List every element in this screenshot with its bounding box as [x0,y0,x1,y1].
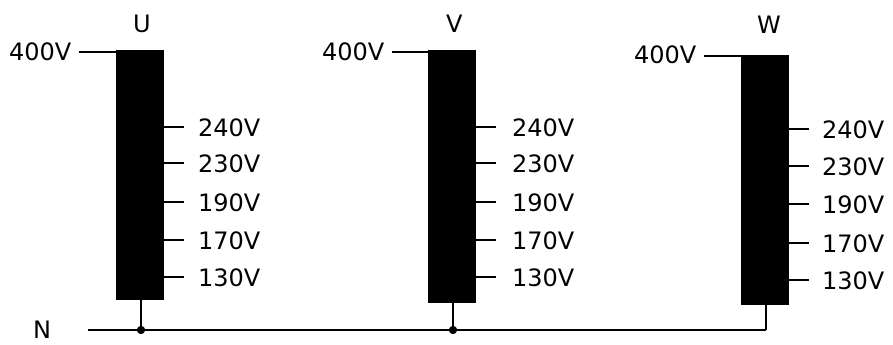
phase-v-tap-label: 240V [512,114,575,142]
phase-w-label: W [757,11,781,39]
phase-w-tap-label: 190V [822,191,885,219]
phase-v-winding [428,50,476,303]
phase-v-tap-label: 130V [512,264,575,292]
phase-w-tap-label: 240V [822,116,885,144]
phase-v-input-voltage: 400V [322,38,385,66]
phase-v-tap-label: 190V [512,189,575,217]
phase-u: U 400V 240V 230V 190V 170V 130V [9,10,261,334]
phase-w-input-voltage: 400V [634,41,697,69]
phase-v-tap-label: 230V [512,150,575,178]
phase-v-tap-label: 170V [512,227,575,255]
phase-w-tap-label: 130V [822,267,885,295]
neutral-label: N [33,316,51,344]
phase-w-taps: 240V 230V 190V 170V 130V [789,116,885,295]
phase-w-winding [741,55,789,305]
phase-v-label: V [446,10,463,38]
phase-u-label: U [133,10,151,38]
phase-v: V 400V 240V 230V 190V 170V 130V [322,10,575,334]
phase-w-tap-label: 230V [822,153,885,181]
phase-u-junction-dot [137,326,145,334]
phase-u-tap-label: 190V [198,189,261,217]
phase-u-tap-label: 240V [198,114,261,142]
phase-w-tap-label: 170V [822,230,885,258]
phase-v-junction-dot [449,326,457,334]
phase-u-input-voltage: 400V [9,38,72,66]
phase-v-taps: 240V 230V 190V 170V 130V [476,114,575,292]
phase-u-tap-label: 170V [198,227,261,255]
phase-u-tap-label: 130V [198,264,261,292]
phase-u-taps: 240V 230V 190V 170V 130V [164,114,261,292]
phase-w: W 400V 240V 230V 190V 170V 130V [634,11,885,330]
phase-u-winding [116,50,164,300]
phase-u-tap-label: 230V [198,150,261,178]
